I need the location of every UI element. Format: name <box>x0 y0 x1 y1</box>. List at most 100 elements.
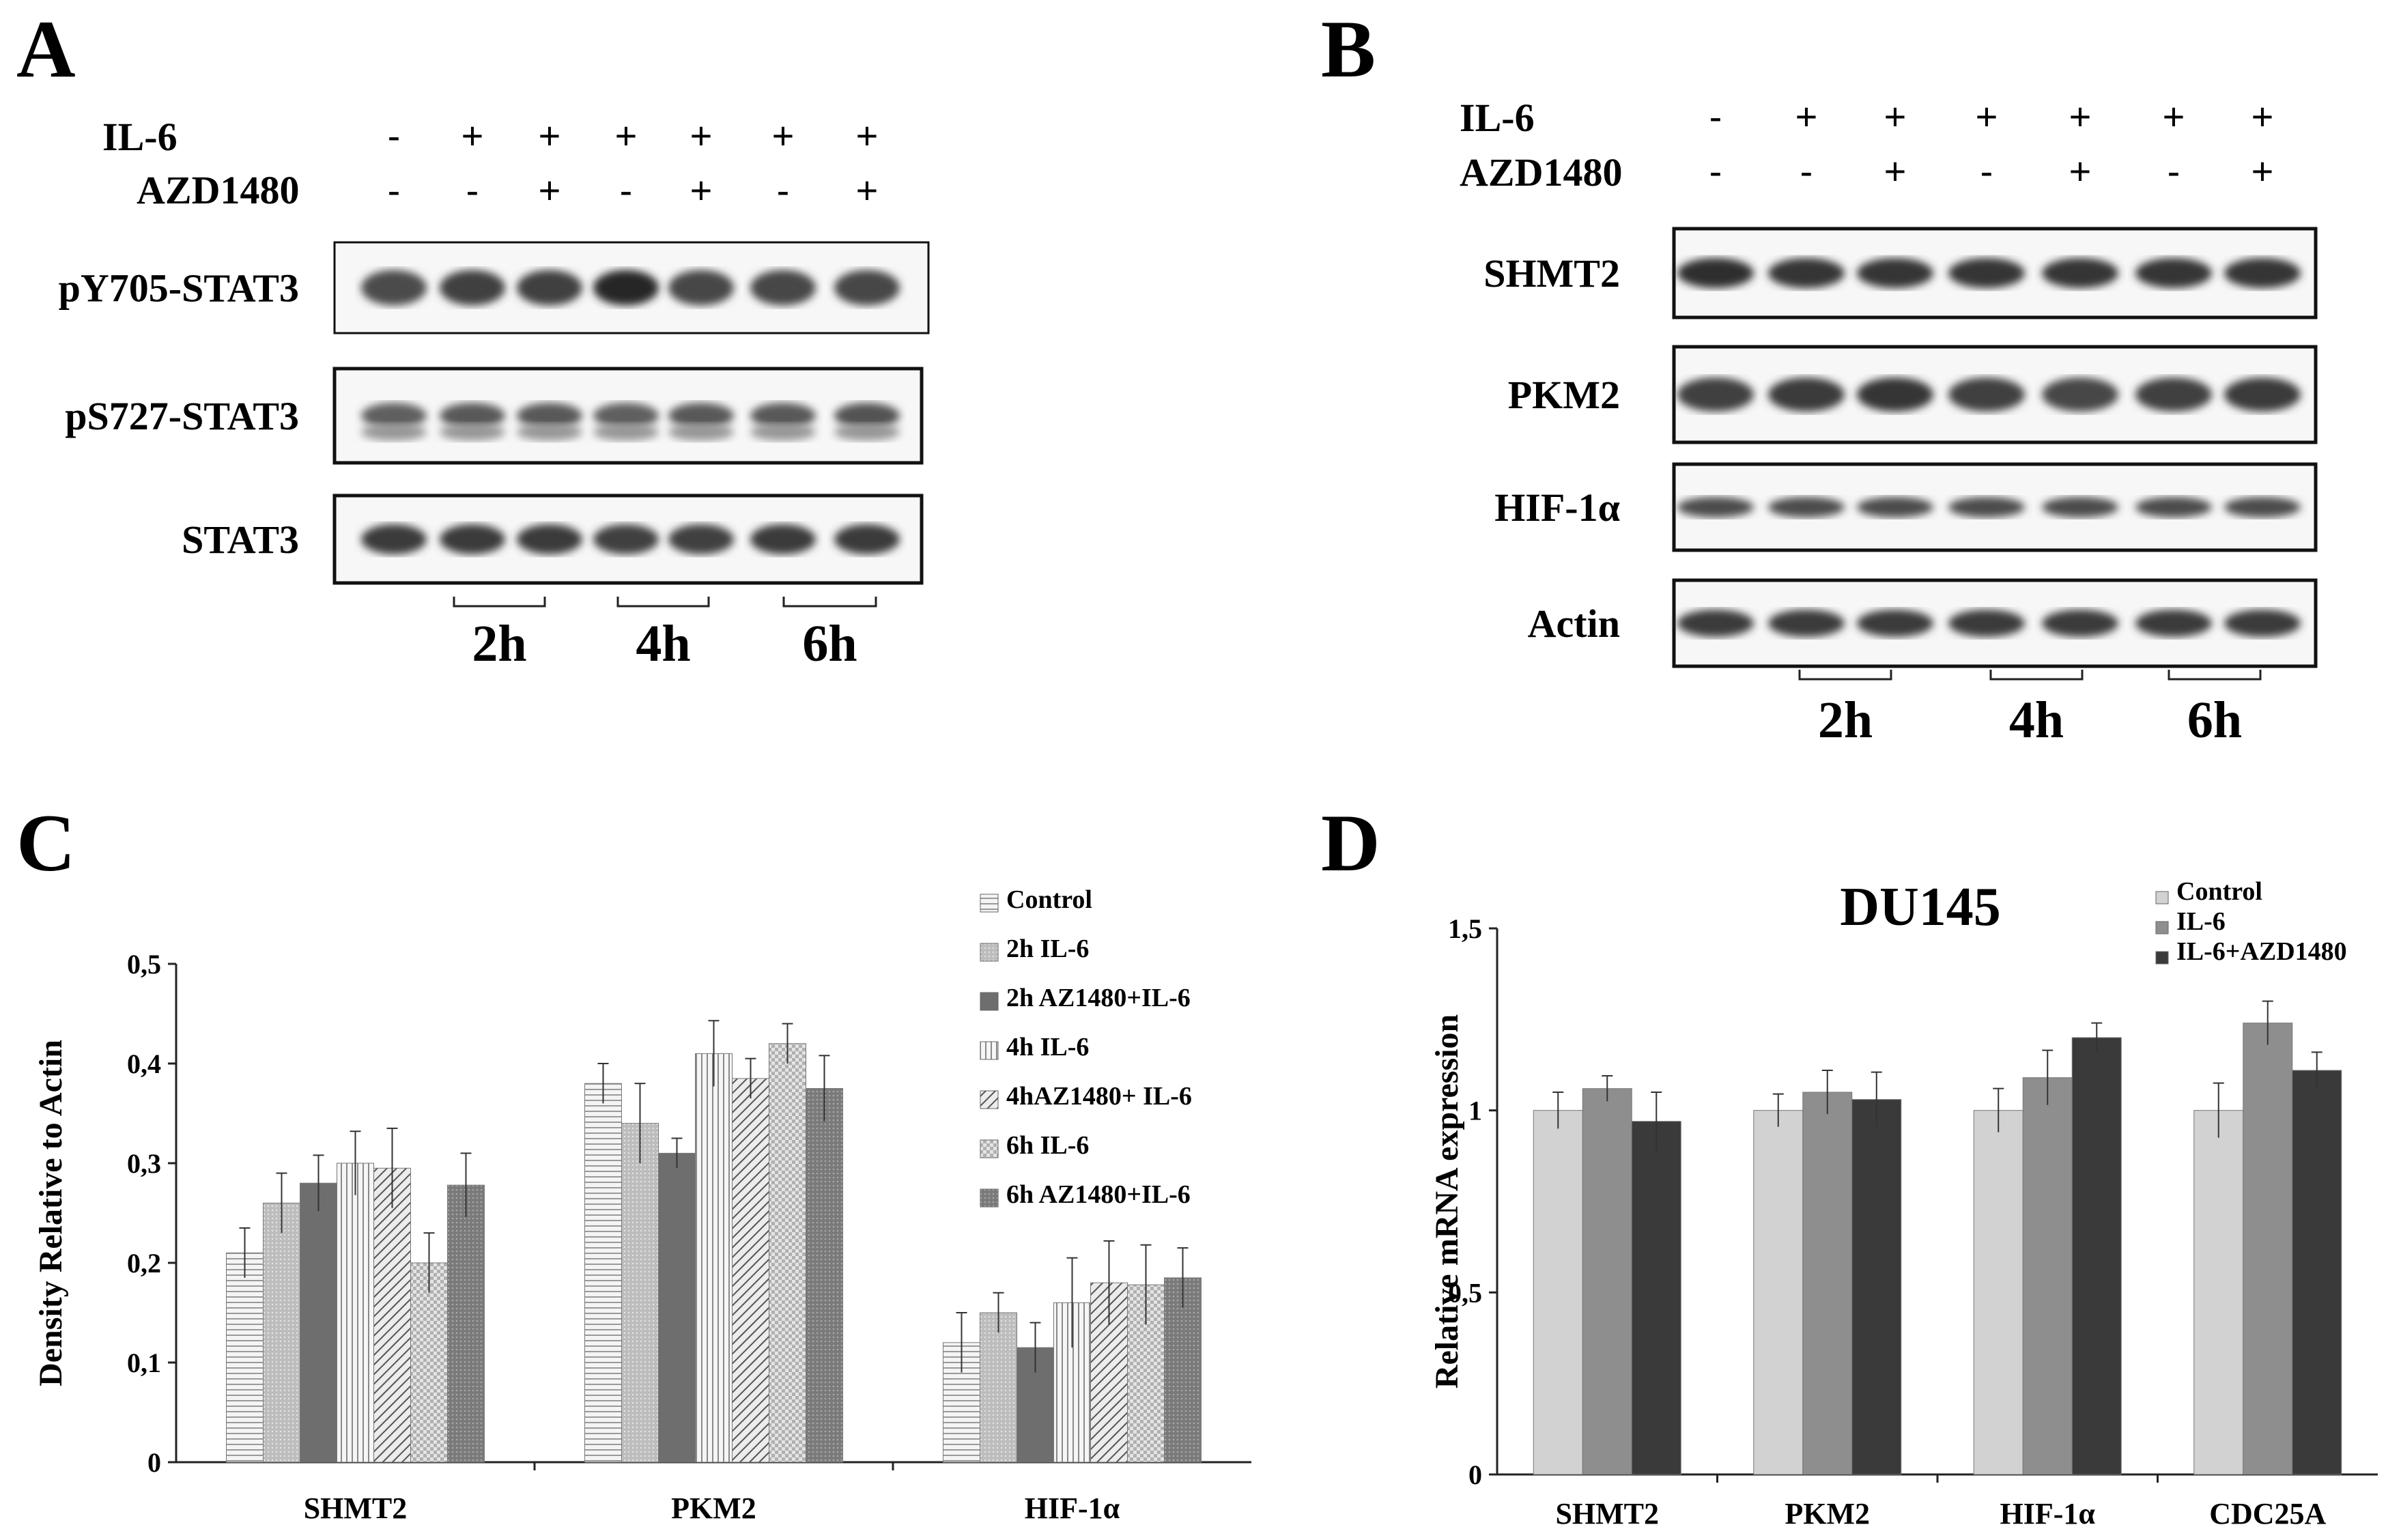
panel-b-time-label-0: 2h <box>1818 691 1873 749</box>
chart-c-y-tick-label-3: 0,3 <box>127 1148 161 1179</box>
panel-a-blot-label-2: STAT3 <box>182 517 299 562</box>
panel-b-band-1-0 <box>1677 377 1754 412</box>
chart-c-y-tick-label-4: 0,4 <box>127 1049 161 1079</box>
panel-b-sign-r1-l1: - <box>1800 149 1813 192</box>
panel-b-band-0-3 <box>1948 258 2025 288</box>
panel-a-band2-1-0 <box>361 423 427 441</box>
panel-a-band-0-0 <box>361 270 427 306</box>
chart-c-bar-s1-c2 <box>980 1312 1017 1463</box>
panel-a-band-2-6 <box>834 524 900 554</box>
chart-c-legend-swatch-1 <box>980 943 999 962</box>
panel-a-sign-r1-l2: + <box>539 169 561 212</box>
chart-d-bar-s0-c2 <box>1973 1110 2023 1475</box>
chart-c-x-tick-label-1: PKM2 <box>671 1492 756 1525</box>
panel-a-sign-r1-l0: - <box>388 169 401 212</box>
chart-c-bar-s5-c0 <box>410 1262 448 1463</box>
panel-a-band2-1-3 <box>593 423 659 441</box>
panel-b-band-2-4 <box>2042 497 2118 517</box>
chart-c-legend-label-2: 2h AZ1480+IL-6 <box>1006 984 1191 1012</box>
panel-d-chart: 0 0,5 1 1,5 Relative mRNA expression SHMT2 PKM… <box>1429 877 2378 1530</box>
panel-a-bracket-0 <box>453 597 546 608</box>
panel-b-band-0-6 <box>2224 258 2301 288</box>
panel-b-sign-r0-l6: + <box>2251 95 2274 138</box>
panel-a-band-0-6 <box>834 270 900 306</box>
panel-a-band-1-6 <box>834 403 900 429</box>
chart-c-legend-swatch-5 <box>980 1139 999 1158</box>
panel-a-band-2-2 <box>517 524 582 554</box>
panel-a-sign-r0-l6: + <box>856 114 879 157</box>
panel-b-band-1-5 <box>2135 377 2212 412</box>
panel-b-blot-label-1: PKM2 <box>1508 373 1620 417</box>
panel-a-blot-label-0: pY705-STAT3 <box>59 266 299 311</box>
panel-a-band-2-5 <box>750 524 816 554</box>
chart-d-x-tick-label-1: PKM2 <box>1785 1497 1870 1530</box>
chart-c-bar-s6-c1 <box>806 1088 843 1463</box>
panel-a-band-2-1 <box>440 524 505 554</box>
chart-c-legend-label-3: 4h IL-6 <box>1006 1033 1089 1061</box>
panel-b-time-groups: 2h 4h 6h <box>1798 670 2262 749</box>
chart-c-bar-s4-c1 <box>732 1078 769 1463</box>
panel-b-band-1-6 <box>2224 377 2301 412</box>
panel-b-time-label-2: 6h <box>2187 691 2242 749</box>
panel-a-sign-r0-l3: + <box>615 114 638 157</box>
panel-b-sign-r0-l5: + <box>2163 95 2185 138</box>
panel-a-band-0-2 <box>517 270 582 306</box>
panel-a-sign-r0-l0: - <box>388 114 401 157</box>
chart-c-y-tick-label-5: 0,5 <box>127 949 161 980</box>
chart-d-bar-s0-c1 <box>1753 1110 1804 1475</box>
chart-c-bar-s6-c0 <box>447 1184 485 1463</box>
chart-c-bar-s0-c0 <box>226 1252 264 1463</box>
panel-a-sign-r1-l6: + <box>856 169 879 212</box>
panel-a-azd-label: AZD1480 <box>137 168 299 212</box>
panel-a-band2-1-5 <box>750 423 816 441</box>
panel-a-time-label-0: 2h <box>472 615 526 672</box>
chart-d-x-tick-label-3: CDC25A <box>2209 1497 2326 1530</box>
chart-c-y-tick-label-0: 0 <box>147 1447 161 1478</box>
chart-d-y-tick-label-3: 1,5 <box>1448 913 1482 944</box>
chart-c-x-tick-label-0: SHMT2 <box>304 1492 408 1525</box>
chart-c-bar-s0-c1 <box>584 1083 622 1463</box>
panel-b-band-3-0 <box>1677 610 1754 637</box>
chart-d-legend-swatch-0 <box>2155 891 2169 904</box>
panel-a-time-label-1: 4h <box>636 615 690 672</box>
panel-b-time-label-1: 4h <box>2009 691 2064 749</box>
chart-d-legend-swatch-2 <box>2155 951 2169 965</box>
chart-c-bar-s3-c1 <box>695 1053 733 1463</box>
chart-c-bar-s2-c0 <box>300 1182 337 1463</box>
panel-b-bracket-0 <box>1798 670 1892 681</box>
panel-b-sign-r0-l4: + <box>2069 95 2092 138</box>
chart-c-bar-s1-c1 <box>621 1123 659 1463</box>
panel-a-band2-1-4 <box>668 423 734 441</box>
chart-c-bar-s5-c1 <box>769 1043 806 1463</box>
chart-c-y-tick-label-2: 0,2 <box>127 1248 161 1279</box>
chart-d-title: DU145 <box>1840 877 2001 937</box>
chart-d-legend-swatch-1 <box>2155 921 2169 935</box>
panel-b-band-1-2 <box>1857 377 1933 412</box>
panel-a-band-1-0 <box>361 403 427 429</box>
panel-a-sign-r0-l4: + <box>690 114 713 157</box>
chart-d-bar-s1-c2 <box>2022 1077 2073 1475</box>
chart-c-legend-swatch-6 <box>980 1188 999 1208</box>
panel-b-band-2-0 <box>1677 497 1754 517</box>
panel-c-letter: C <box>16 797 76 888</box>
panel-a-band-2-0 <box>361 524 427 554</box>
panel-a-band-0-1 <box>440 270 505 306</box>
panel-c-chart: 0 0,1 0,2 0,3 0,4 0,5 Density Relative to Acti… <box>33 885 1251 1525</box>
panel-b-sign-r0-l0: - <box>1709 95 1722 138</box>
chart-c-legend-label-0: Control <box>1006 885 1092 914</box>
panel-a-band-0-4 <box>668 270 734 306</box>
panel-a-il6-label: IL-6 <box>102 115 177 159</box>
chart-d-x-tick-label-2: HIF-1α <box>2000 1497 2096 1530</box>
panel-b-band-3-2 <box>1857 610 1933 637</box>
panel-b-band-0-1 <box>1768 258 1845 288</box>
panel-b-band-1-1 <box>1768 377 1845 412</box>
chart-d-bar-s2-c1 <box>1851 1099 1902 1475</box>
panel-a-band2-1-1 <box>440 423 505 441</box>
panel-a-sign-r0-l5: + <box>772 114 795 157</box>
panel-a-sign-r1-l4: + <box>690 169 713 212</box>
chart-c-legend-swatch-0 <box>980 894 999 913</box>
chart-d-bar-s2-c0 <box>1631 1121 1681 1475</box>
panel-b-sign-r1-l6: + <box>2251 149 2274 192</box>
chart-d-bar-s1-c1 <box>1802 1092 1853 1475</box>
panel-a-time-groups: 2h 4h 6h <box>453 597 877 672</box>
